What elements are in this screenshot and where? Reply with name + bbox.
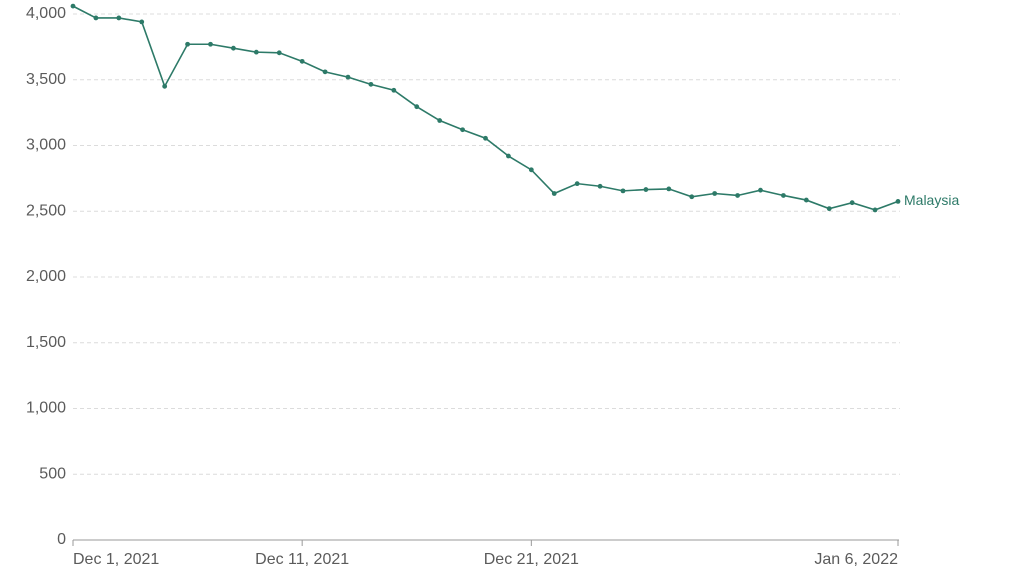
y-tick-label: 1,500: [26, 334, 66, 351]
point: [666, 186, 672, 192]
point: [826, 206, 832, 212]
point: [712, 191, 718, 196]
y-tick-label: 500: [39, 465, 66, 482]
point: [391, 87, 397, 93]
x-tick-label: Dec 1, 2021: [73, 551, 159, 568]
point: [574, 181, 580, 187]
point: [368, 81, 374, 87]
point: [299, 58, 305, 64]
point: [483, 135, 488, 141]
point: [735, 193, 740, 198]
y-tick-label: 0: [57, 531, 66, 548]
point: [437, 118, 443, 123]
point: [208, 41, 213, 47]
y-tick-label: 3,500: [26, 71, 66, 88]
point: [414, 104, 420, 110]
point: [162, 83, 168, 89]
point: [116, 15, 122, 21]
point: [231, 45, 236, 51]
point: [872, 207, 878, 213]
y-tick-label: 1,000: [26, 400, 66, 417]
point: [597, 183, 603, 189]
point: [781, 193, 786, 198]
point: [460, 127, 465, 133]
point: [185, 41, 190, 47]
point: [895, 198, 901, 204]
point: [551, 191, 557, 196]
point: [620, 188, 626, 194]
point: [93, 15, 99, 21]
x-tick-label: Jan 6, 2022: [814, 551, 898, 568]
point: [849, 200, 855, 206]
y-tick-label: 4,000: [26, 5, 66, 22]
point: [70, 3, 76, 9]
point: [139, 19, 145, 25]
y-tick-label: 2,000: [26, 268, 66, 285]
point: [276, 50, 282, 56]
point: [506, 153, 511, 159]
series-label: Malaysia: [904, 192, 959, 208]
point: [345, 74, 351, 80]
x-tick-label: Dec 21, 2021: [484, 551, 579, 568]
point: [322, 69, 328, 75]
y-tick-label: 3,000: [26, 137, 66, 154]
point: [803, 197, 809, 203]
point: [689, 194, 695, 200]
line: [72, 5, 899, 211]
point: [758, 187, 763, 193]
y-tick-label: 2,500: [26, 202, 66, 219]
point: [253, 49, 259, 55]
point: [528, 167, 534, 173]
point: [643, 187, 649, 192]
x-tick-label: Dec 11, 2021: [255, 551, 349, 568]
